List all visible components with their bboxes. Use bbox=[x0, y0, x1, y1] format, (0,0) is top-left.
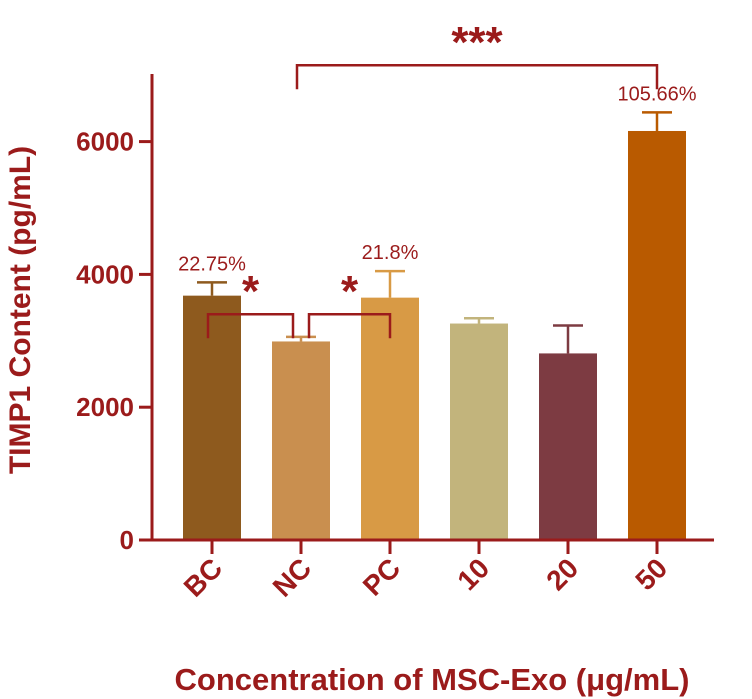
percent-label-bc: 22.75% bbox=[178, 253, 246, 275]
bars-group bbox=[183, 130, 686, 540]
x-tick-label-nc: NC bbox=[267, 552, 318, 603]
percent-label-50: 105.66% bbox=[618, 83, 697, 105]
x-tick-label-20: 20 bbox=[540, 552, 584, 596]
y-axis-label: TIMP1 Content (pg/mL) bbox=[4, 146, 37, 474]
significance-bracket-3 bbox=[295, 63, 659, 90]
significance-label-3: *** bbox=[451, 18, 503, 67]
y-tick-label-4000: 4000 bbox=[76, 259, 134, 289]
significance-bracket-2 bbox=[307, 312, 392, 339]
x-tick-label-10: 10 bbox=[451, 552, 495, 596]
significance-label-1: * bbox=[242, 267, 260, 316]
significance-bracket-1 bbox=[206, 312, 295, 339]
x-axis-label: Concentration of MSC-Exo (μg/mL) bbox=[175, 662, 690, 697]
y-tick-label-0: 0 bbox=[120, 525, 134, 555]
error-bars-group bbox=[197, 111, 672, 354]
x-tick-label-pc: PC bbox=[357, 552, 406, 601]
bar-20 bbox=[539, 353, 597, 540]
y-tick-label-6000: 6000 bbox=[76, 127, 134, 157]
y-tick-label-2000: 2000 bbox=[76, 392, 134, 422]
percent-label-pc: 21.8% bbox=[362, 242, 419, 264]
annotations-group: 22.75%21.8%105.66%* **** bbox=[178, 18, 697, 339]
bar-50 bbox=[628, 130, 686, 540]
bar-10 bbox=[450, 323, 508, 540]
bar-nc bbox=[272, 341, 330, 540]
significance-label-2: * bbox=[341, 267, 359, 316]
bar-bc bbox=[183, 295, 241, 540]
x-tick-label-bc: BC bbox=[178, 552, 229, 603]
x-tick-label-50: 50 bbox=[629, 552, 673, 596]
